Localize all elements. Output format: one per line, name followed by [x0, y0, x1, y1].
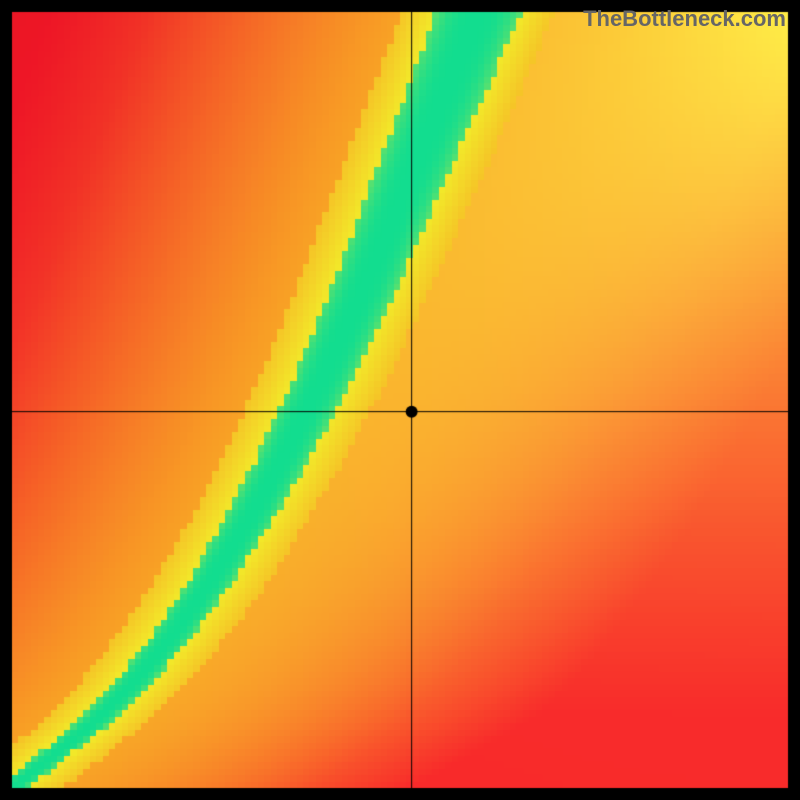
watermark-text: TheBottleneck.com	[583, 6, 786, 32]
chart-container: TheBottleneck.com	[0, 0, 800, 800]
bottleneck-heatmap	[0, 0, 800, 800]
